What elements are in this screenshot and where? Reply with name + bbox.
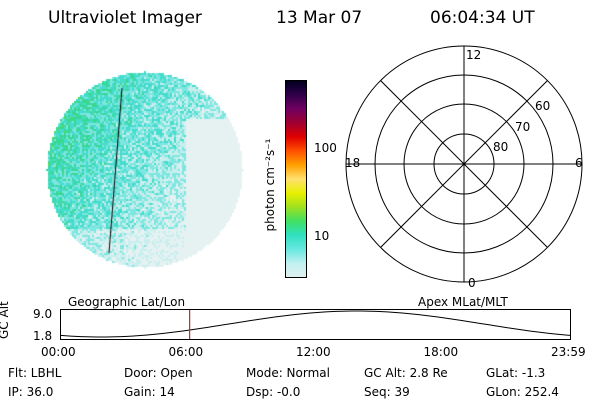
mlt-label-0: 0	[468, 276, 476, 290]
timeline-axis-label: GC Alt	[0, 301, 11, 339]
altitude-curve	[60, 310, 571, 338]
mode-info: Mode: Normal	[246, 366, 330, 380]
mlat-label-80: 80	[493, 140, 508, 154]
glon-info: GLon: 252.4	[486, 385, 559, 399]
colorbar-tick-10: 10	[314, 229, 330, 243]
timeline-left-label: Geographic Lat/Lon	[68, 295, 186, 309]
seq-info: Seq: 39	[364, 385, 410, 399]
dsp-info: Dsp: -0.0	[246, 385, 301, 399]
x-tick-label: 18:00	[423, 345, 459, 359]
polar-grid: 12 18 6 0 60 70 80	[345, 45, 583, 290]
gc-alt-info: GC Alt: 2.8 Re	[364, 366, 448, 380]
mlt-label-12: 12	[466, 48, 481, 62]
gain-info: Gain: 14	[124, 385, 175, 399]
timeline-frame	[60, 309, 571, 340]
polar-diagonal-b	[380, 80, 548, 248]
door-info: Door: Open	[124, 366, 193, 380]
glat-info: GLat: -1.3	[486, 366, 546, 380]
timeline-y-top: 9.0	[33, 307, 53, 321]
mlt-label-18: 18	[345, 156, 360, 170]
x-tick-label: 06:00	[168, 345, 204, 359]
mlt-label-6: 6	[575, 156, 583, 170]
observation-date: 13 Mar 07	[276, 8, 363, 28]
filter-info: Flt: LBHL	[8, 366, 62, 380]
color-scale-bar	[285, 80, 307, 278]
ip-info: IP: 36.0	[8, 385, 54, 399]
timeline-right-label: Apex MLat/MLT	[418, 295, 508, 309]
colorbar-tick-100: 100	[314, 141, 337, 155]
colorbar-unit-label: photon cm⁻²s⁻¹	[263, 138, 277, 232]
x-tick-label: 12:00	[296, 345, 331, 359]
timeline-y-bottom: 1.8	[33, 329, 53, 343]
timeline-plot	[60, 309, 571, 340]
observation-time: 06:04:34 UT	[430, 8, 535, 28]
mlat-label-60: 60	[535, 99, 550, 113]
mlat-label-70: 70	[515, 120, 530, 134]
instrument-title: Ultraviolet Imager	[48, 8, 202, 28]
x-tick-label: 23:59	[551, 345, 586, 359]
x-tick-label: 00:00	[41, 345, 76, 359]
uv-image-disk	[44, 58, 244, 278]
